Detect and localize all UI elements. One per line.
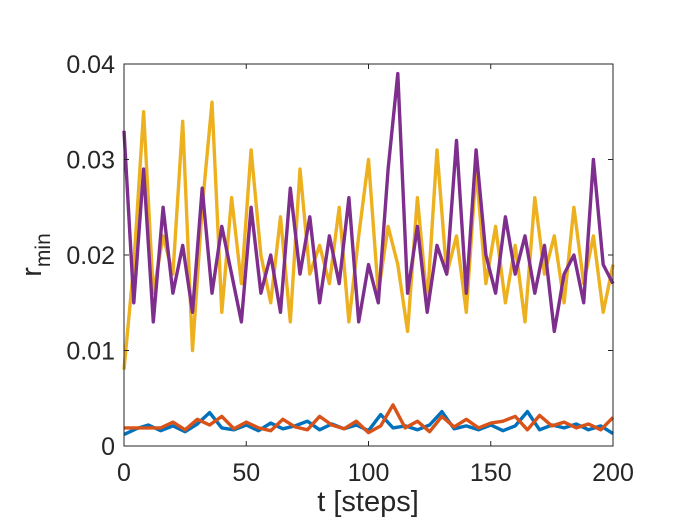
y-tick-label: 0.01	[66, 338, 115, 366]
x-tick-label: 0	[117, 459, 131, 487]
x-tick-label: 200	[592, 459, 634, 487]
x-tick-label: 150	[470, 459, 512, 487]
series-line-4	[122, 71, 615, 334]
series-layer	[122, 71, 615, 437]
y-tick-label: 0.02	[66, 242, 115, 270]
y-axis-label-main: r	[16, 267, 48, 277]
y-axis-label-subscript: min	[32, 233, 55, 267]
y-tick-label: 0.03	[66, 147, 115, 175]
series-line-2	[124, 403, 615, 435]
x-tick-label: 50	[232, 459, 260, 487]
y-axis-label: rmin	[16, 233, 55, 277]
y-tick-label: 0.04	[66, 51, 115, 79]
tick-layer: 0 50 100 150 200 0 0.01 0.02 0.03 0.04	[66, 51, 634, 487]
y-tick-label: 0	[101, 433, 115, 461]
x-tick-label: 100	[348, 459, 390, 487]
series-line-3	[122, 100, 615, 370]
x-axis-label: t [steps]	[317, 486, 419, 518]
